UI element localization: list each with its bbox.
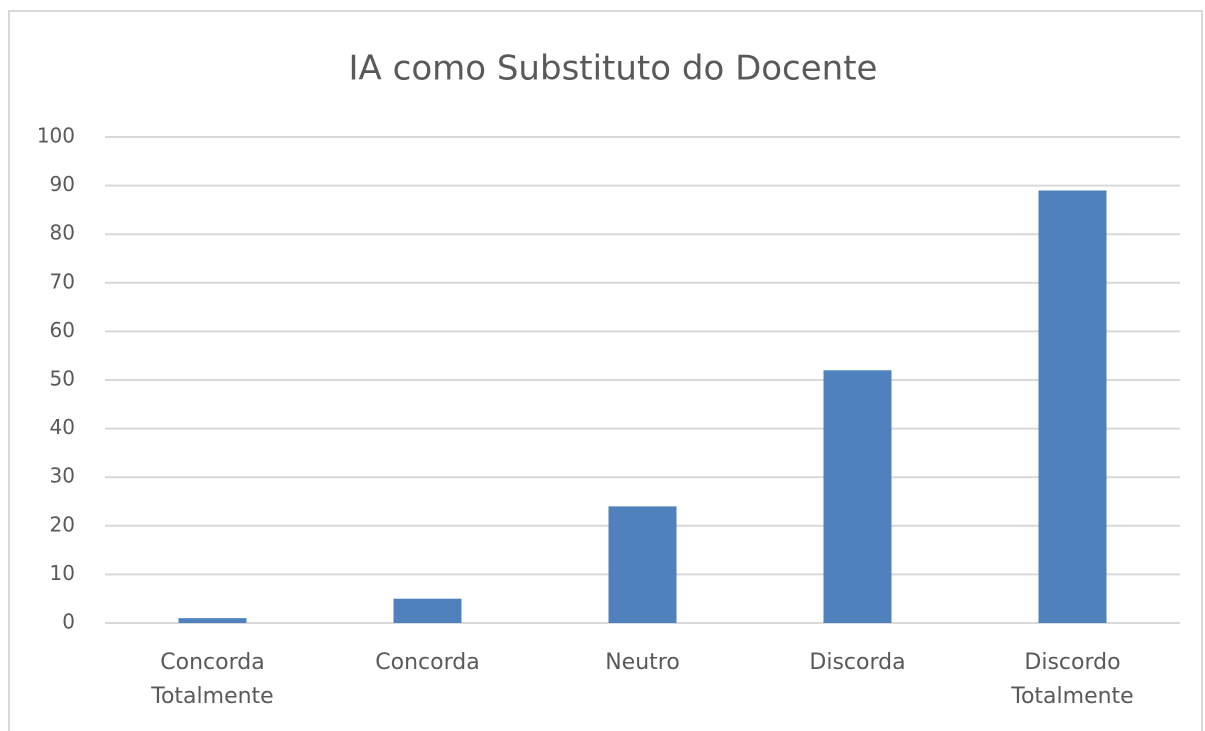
bar [1038,190,1107,623]
y-tick-label: 30 [50,464,75,488]
bar [823,370,892,623]
y-tick-label: 80 [50,221,75,245]
y-tick-label: 20 [50,512,75,536]
y-tick-label: 90 [50,172,75,196]
y-tick-label: 60 [50,318,75,342]
x-tick-label: Discordo Totalmente [1011,650,1134,709]
x-tick-label: Discorda [809,650,906,675]
y-tick-label: 0 [62,610,75,634]
bar [178,618,247,623]
x-tick-label: Neutro [605,650,680,675]
x-tick-label: Concorda Totalmente [151,650,274,709]
y-tick-label: 50 [50,367,75,391]
y-tick-label: 100 [37,124,75,148]
chart-frame [8,10,1203,731]
x-tick-label: Concorda [375,650,480,675]
bar [608,506,677,623]
y-tick-label: 10 [50,561,75,585]
y-tick-label: 70 [50,269,75,293]
bar [393,598,462,623]
chart-title: IA como Substituto do Docente [349,49,878,89]
y-tick-label: 40 [50,415,75,439]
